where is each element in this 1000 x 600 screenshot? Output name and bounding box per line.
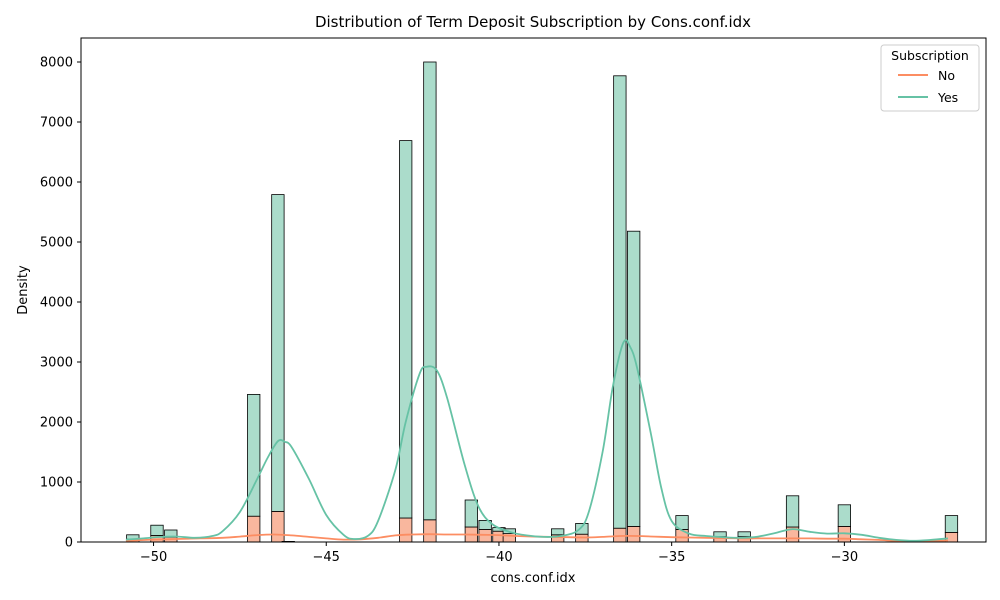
- bar-yes-14: [613, 75, 627, 529]
- x-axis-label: cons.conf.idx: [491, 571, 576, 586]
- y-tick-label-1: 1000: [40, 476, 73, 491]
- bar-no-3: [247, 515, 261, 543]
- bar-yes-15: [627, 230, 641, 527]
- legend: Subscription No Yes: [880, 44, 980, 112]
- bar-no-7: [423, 519, 437, 543]
- bar-yes-4: [271, 194, 285, 512]
- x-tick-label-4: −30: [831, 550, 858, 565]
- plot-frame: [80, 37, 987, 543]
- y-tick-label-8: 8000: [40, 56, 73, 71]
- legend-box: [880, 44, 980, 112]
- x-tick-label-2: −40: [485, 550, 512, 565]
- x-axis: −50 −45 −40 −35 −30: [140, 542, 858, 565]
- x-tick-label-3: −35: [658, 550, 685, 565]
- bar-yes-18: [737, 531, 751, 537]
- bar-yes-12: [551, 528, 565, 536]
- x-tick-label-0: −50: [140, 550, 167, 565]
- y-axis: 0 1000 2000 3000 4000 5000 6000 7000 8000: [40, 56, 81, 551]
- bar-yes-13: [575, 523, 589, 535]
- chart-title: Distribution of Term Deposit Subscriptio…: [315, 13, 751, 31]
- legend-label-no: No: [938, 68, 955, 83]
- bar-yes-20: [837, 504, 851, 527]
- bar-yes-21: [944, 515, 959, 533]
- bar-yes-7: [423, 61, 437, 521]
- legend-title: Subscription: [891, 48, 969, 63]
- bar-yes-9: [478, 520, 492, 530]
- y-tick-label-5: 5000: [40, 236, 73, 251]
- y-tick-label-3: 3000: [40, 356, 73, 371]
- y-tick-label-0: 0: [65, 536, 73, 551]
- bar-no-4: [271, 510, 285, 543]
- plot-area: [125, 61, 959, 543]
- kde-line-yes: [125, 339, 949, 542]
- y-axis-label: Density: [16, 265, 31, 315]
- y-tick-label-6: 6000: [40, 176, 73, 191]
- bar-no-15: [627, 526, 641, 543]
- bar-yes-3: [247, 393, 261, 517]
- y-tick-label-4: 4000: [40, 296, 73, 311]
- bar-yes-1: [150, 524, 164, 536]
- legend-label-yes: Yes: [937, 90, 958, 105]
- bar-yes-6: [399, 140, 413, 519]
- bar-yes-8: [464, 499, 478, 528]
- y-tick-label-2: 2000: [40, 416, 73, 431]
- x-tick-label-1: −45: [313, 550, 340, 565]
- y-tick-label-7: 7000: [40, 116, 73, 131]
- bar-yes-19: [785, 495, 800, 528]
- bar-no-6: [399, 517, 413, 543]
